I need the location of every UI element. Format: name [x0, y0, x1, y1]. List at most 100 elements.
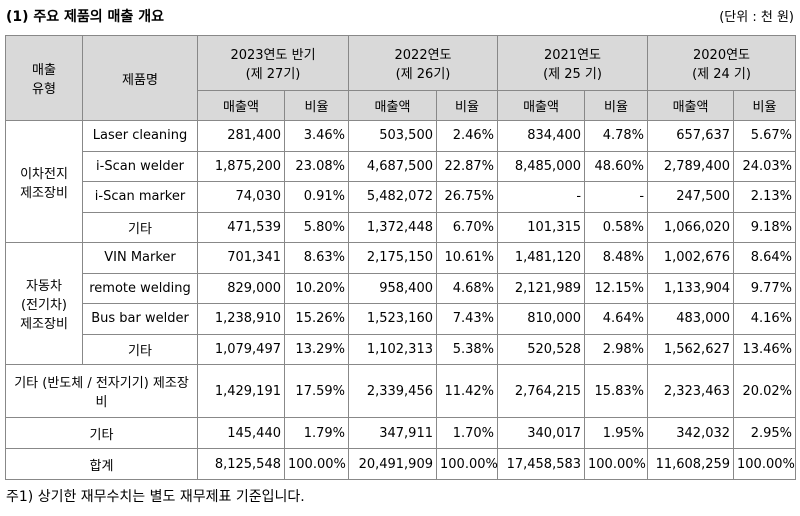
ratio: 8.64%	[733, 242, 797, 274]
ratio: 0.91%	[284, 181, 349, 213]
ratio: 7.43%	[435, 303, 499, 335]
term: (제 26기)	[395, 67, 451, 82]
product: Laser cleaning	[82, 120, 198, 152]
type-header: 매출 유형	[5, 35, 83, 121]
ratio: 10.61%	[435, 242, 499, 274]
sales: 281,400	[197, 120, 285, 152]
ratio: 4.64%	[584, 303, 649, 335]
ratio: 4.68%	[435, 272, 499, 304]
summary-label: 합계	[5, 448, 198, 480]
sales: 1,481,120	[497, 242, 586, 274]
ratio: 0.58%	[584, 211, 649, 243]
sales: 834,400	[497, 120, 586, 152]
ratio: 2.13%	[733, 181, 797, 213]
sales: 1,429,191	[197, 364, 285, 418]
table-row: 자동차 (전기차) 제조장비 VIN Marker 701,341 8.63% 2,17…	[5, 242, 797, 365]
table-row: 기타 1,079,497 13.29% 1,102,313 5.38% 520,528 2.…	[6, 333, 797, 365]
sales: 2,175,150	[348, 242, 437, 274]
product: Bus bar welder	[82, 303, 198, 335]
table-row: remote welding 829,000 10.20% 958,400 4.68% 2…	[6, 272, 797, 304]
ratio: 22.87%	[435, 150, 499, 182]
ratio: 13.46%	[733, 333, 797, 365]
ratio: 100.00%	[435, 448, 499, 480]
sales: 5,482,072	[348, 181, 437, 213]
title: (1) 주요 제품의 매출 개요	[6, 9, 164, 25]
sales: 342,032	[647, 417, 735, 449]
sales: -	[497, 181, 586, 213]
period: 2022연도	[394, 48, 452, 63]
table-row: i-Scan welder 1,875,200 23.08% 4,687,500 22.…	[6, 150, 797, 182]
ratio: 13.29%	[284, 333, 349, 365]
ratio: 26.75%	[435, 181, 499, 213]
sales: 958,400	[348, 272, 437, 304]
summary-label: 기타 (반도체 / 전자기기) 제조장비	[5, 364, 198, 418]
product: 기타	[82, 333, 198, 365]
summary-row: 기타 145,440 1.79% 347,911 1.70% 340,017 1.95% 34…	[5, 417, 797, 449]
sales: 2,121,989	[497, 272, 586, 304]
term: (제 24 기)	[692, 67, 751, 82]
product: VIN Marker	[82, 242, 198, 274]
ratio: 17.59%	[284, 364, 349, 418]
period-header: 2023연도 반기 (제 27기)	[197, 35, 349, 91]
ratio: 24.03%	[733, 150, 797, 182]
sales: 247,500	[647, 181, 735, 213]
ratio: 2.98%	[584, 333, 649, 365]
ratio: 1.70%	[435, 417, 499, 449]
ratio: 5.80%	[284, 211, 349, 243]
sales: 145,440	[197, 417, 285, 449]
sales: 657,637	[647, 120, 735, 152]
sales: 2,339,456	[348, 364, 437, 418]
ratio: 100.00%	[733, 448, 797, 480]
sales-header: 매출액	[497, 90, 586, 121]
table-row: i-Scan marker 74,030 0.91% 5,482,072 26.75% -…	[6, 181, 797, 213]
period-header: 2022연도 (제 26기)	[347, 35, 499, 91]
ratio: 23.08%	[284, 150, 349, 182]
table-row: 이차전지 제조장비 Laser cleaning 281,400 3.46% 503,5…	[5, 120, 797, 243]
sales: 810,000	[497, 303, 586, 335]
sales: 503,500	[348, 120, 437, 152]
sales: 2,764,215	[497, 364, 586, 418]
sales: 1,079,497	[197, 333, 285, 365]
sales: 1,875,200	[197, 150, 285, 182]
ratio: 9.18%	[733, 211, 797, 243]
sales: 1,523,160	[348, 303, 437, 335]
period-header: 2021연도 (제 25 기)	[497, 35, 649, 91]
ratio: 100.00%	[284, 448, 349, 480]
product: remote welding	[82, 272, 198, 304]
ratio: 48.60%	[584, 150, 649, 182]
sales: 520,528	[497, 333, 586, 365]
product: 기타	[82, 211, 198, 243]
period-header: 2020연도 (제 24 기)	[647, 35, 797, 91]
table-row: Bus bar welder 1,238,910 15.26% 1,523,160 7.…	[6, 303, 797, 335]
ratio: 8.63%	[284, 242, 349, 274]
sales: 2,323,463	[647, 364, 735, 418]
sales: 471,539	[197, 211, 285, 243]
ratio: 20.02%	[733, 364, 797, 418]
sales: 1,133,904	[647, 272, 735, 304]
ratio: 11.42%	[435, 364, 499, 418]
product-header: 제품명	[82, 35, 198, 121]
period: 2023연도 반기	[230, 48, 316, 63]
ratio: -	[584, 181, 649, 213]
ratio: 5.67%	[733, 120, 797, 152]
sales-header: 매출액	[197, 90, 285, 121]
ratio: 8.48%	[584, 242, 649, 274]
sales: 74,030	[197, 181, 285, 213]
ratio-header: 비율	[435, 90, 499, 121]
ratio: 4.16%	[733, 303, 797, 335]
ratio: 9.77%	[733, 272, 797, 304]
sales: 340,017	[497, 417, 586, 449]
unit: (단위 : 천 원)	[719, 10, 794, 25]
header: (1) 주요 제품의 매출 개요 (단위 : 천 원)	[6, 6, 794, 26]
ratio: 100.00%	[584, 448, 649, 480]
sales: 8,125,548	[197, 448, 285, 480]
sales: 4,687,500	[348, 150, 437, 182]
sales-table: 매출 유형 제품명 2023연도 반기 (제 27기) 2022연도 (제 26기) 2…	[5, 35, 797, 480]
ratio-header: 비율	[584, 90, 649, 121]
sales: 17,458,583	[497, 448, 586, 480]
group-label: 자동차 (전기차) 제조장비	[5, 242, 83, 365]
sales: 1,102,313	[348, 333, 437, 365]
ratio: 2.95%	[733, 417, 797, 449]
